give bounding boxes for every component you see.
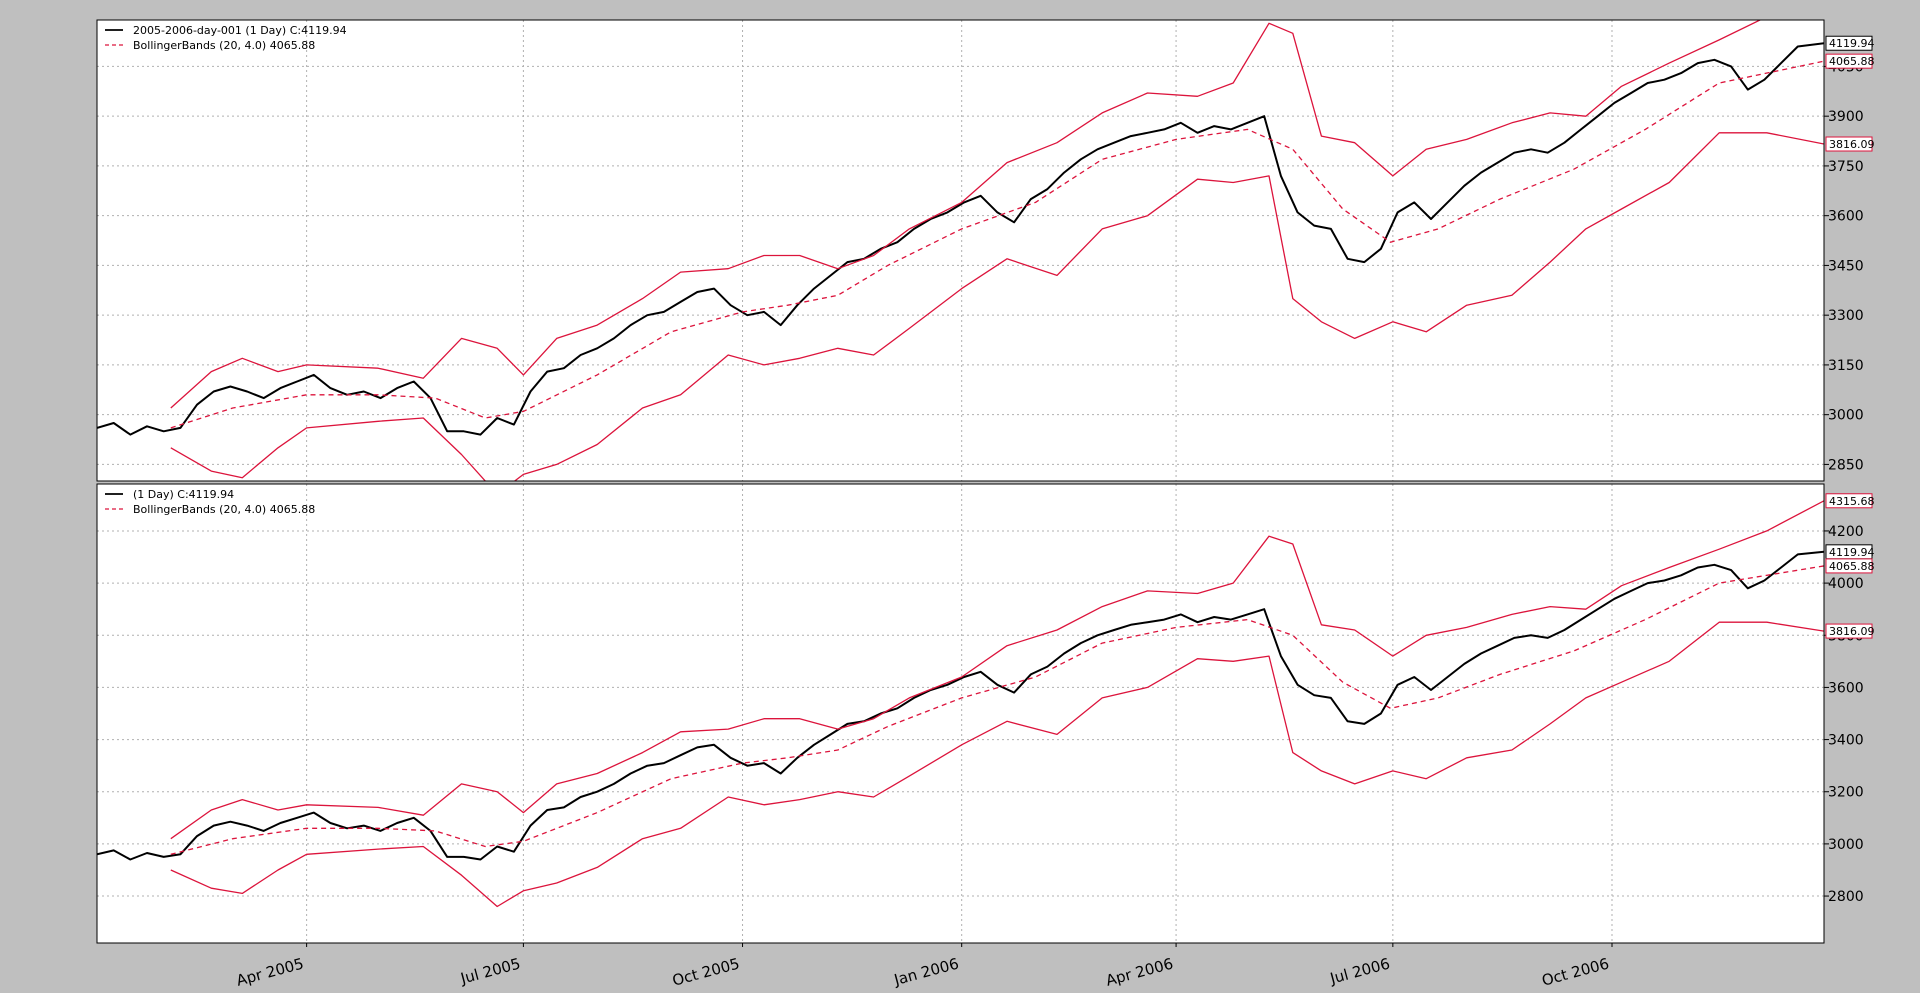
bollinger-bottom-band [170,621,1824,908]
series-group [97,500,1824,908]
close-price-line [97,42,1824,436]
y-tick-label: 3150 [1828,358,1864,374]
value-tag-label: 3816.09 [1829,625,1875,638]
bollinger-bottom-band [170,132,1824,481]
panel-background [97,20,1824,481]
y-tick-label: 3200 [1828,785,1864,801]
bollinger-top-band [170,20,1762,409]
value-tag-box [1825,623,1873,639]
panel-2: 28003000320034003600380040004200 (1 Day)… [96,483,1875,944]
value-tag-label: 4065.88 [1829,560,1875,573]
y-tick-label: 3300 [1828,308,1864,324]
value-tag-label: 4065.88 [1829,55,1875,68]
legend-entry: BollingerBands (20, 4.0) 4065.88 [133,39,315,52]
chart-panels: 2850300031503300345036003750390040502005… [96,19,1875,944]
y-tick-label: 3450 [1828,258,1864,274]
y-tick-label: 3000 [1828,837,1864,853]
value-tag-label: 4119.94 [1829,546,1875,559]
series-group [97,20,1824,481]
panel-frame [96,19,1825,482]
y-tick-label: 2800 [1828,889,1864,905]
legend-entry: (1 Day) C:4119.94 [133,488,234,501]
value-tag-label: 3816.09 [1829,138,1875,151]
y-tick-label: 2850 [1828,457,1864,473]
value-tag-box [1825,136,1873,152]
bollinger-mid-line [170,565,1824,855]
legend-entry: BollingerBands (20, 4.0) 4065.88 [133,503,315,516]
y-tick-label: 3600 [1828,680,1864,696]
panel-frame [96,483,1825,944]
y-tick-label: 3600 [1828,209,1864,225]
value-tag-box [1825,53,1873,69]
y-tick-label: 3400 [1828,733,1864,749]
bollinger-top-band [170,500,1824,840]
y-tick-label: 4000 [1828,576,1864,592]
panel-1: 2850300031503300345036003750390040502005… [96,19,1875,482]
value-tag-label: 4315.68 [1829,495,1875,508]
y-tick-label: 3900 [1828,109,1864,125]
panel-background [97,484,1824,943]
value-tag-box [1825,493,1873,509]
close-price-line [97,550,1824,861]
y-tick-label: 4200 [1828,524,1864,540]
y-tick-label: 3750 [1828,159,1864,175]
y-tick-label: 3000 [1828,408,1864,424]
value-tag-box [1825,558,1873,574]
value-tag-label: 4119.94 [1829,37,1875,50]
value-tag-box [1825,35,1873,51]
bollinger-mid-line [170,60,1824,429]
legend-entry: 2005-2006-day-001 (1 Day) C:4119.94 [133,24,347,37]
